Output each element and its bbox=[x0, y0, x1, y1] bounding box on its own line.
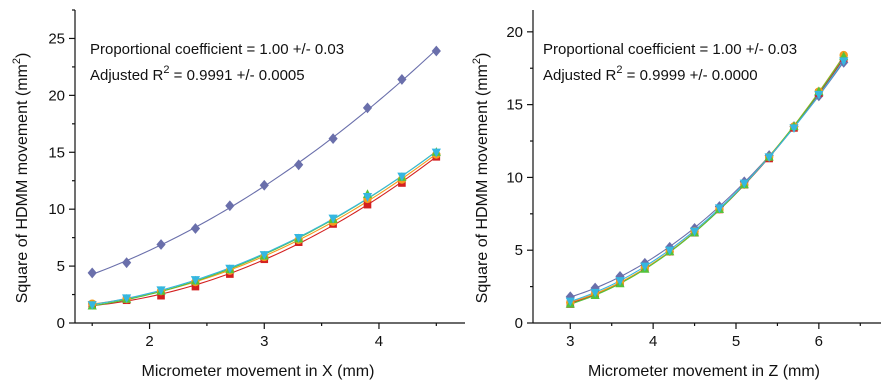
left-x-axis-label: Micrometer movement in X (mm) bbox=[142, 363, 375, 380]
right-x-axis-label: Micrometer movement in Z (mm) bbox=[588, 363, 820, 380]
right-chart: 0 5 10 15 20 3 4 5 6 Micrometer movement in Z (m… bbox=[471, 10, 881, 380]
left-r2-sup: 2 bbox=[163, 64, 169, 76]
right-y-tick-label: 10 bbox=[506, 169, 523, 186]
right-y-tick-label: 15 bbox=[506, 97, 523, 114]
left-y-tick-label: 10 bbox=[48, 201, 65, 218]
right-point-triangle-down bbox=[590, 288, 600, 298]
left-point-square bbox=[157, 291, 165, 300]
right-y-tick-label: 20 bbox=[506, 24, 523, 41]
right-point-triangle-down bbox=[565, 297, 575, 307]
right-point-triangle-down bbox=[640, 262, 650, 272]
right-point-triangle-down bbox=[814, 90, 824, 100]
right-tick-labels: 0 5 10 15 20 3 4 5 6 bbox=[506, 24, 823, 350]
right-axes bbox=[527, 10, 881, 329]
left-fit-lines bbox=[92, 49, 437, 307]
left-point-diamond bbox=[362, 102, 373, 114]
left-tick-labels: 0 5 10 15 20 25 2 3 4 bbox=[48, 30, 383, 350]
left-point-square bbox=[191, 282, 200, 291]
left-x-tick-label: 3 bbox=[260, 333, 268, 350]
right-x-tick-label: 5 bbox=[732, 333, 740, 350]
left-point-diamond bbox=[225, 200, 235, 212]
right-fit-line-triangle-down bbox=[570, 60, 845, 302]
left-chart: 0 5 10 15 20 25 2 3 4 Micrometer movement in X (… bbox=[11, 9, 465, 380]
left-point-diamond bbox=[397, 74, 407, 85]
right-fit-line-diamond bbox=[570, 61, 845, 298]
right-point-triangle-down bbox=[764, 153, 774, 163]
left-r2-suffix: = 0.9991 +/- 0.0005 bbox=[170, 67, 305, 84]
right-r2-suffix: = 0.9999 +/- 0.0000 bbox=[623, 67, 758, 84]
left-point-triangle-down bbox=[156, 286, 166, 296]
left-point-triangle-down bbox=[122, 294, 132, 304]
left-point-diamond bbox=[122, 257, 132, 269]
left-point-triangle-down bbox=[397, 172, 407, 182]
left-point-diamond bbox=[259, 179, 269, 191]
right-y-tick-label: 5 bbox=[515, 242, 523, 259]
left-y-label-main: Square of HDMM movement (mm bbox=[14, 64, 31, 303]
left-point-triangle-down bbox=[431, 148, 441, 158]
right-point-triangle-down bbox=[839, 57, 849, 67]
right-r2-prefix: Adjusted R bbox=[543, 67, 617, 84]
left-point-diamond bbox=[156, 239, 166, 250]
right-y-tick-label: 0 bbox=[515, 315, 523, 332]
right-y-label-main: Square of HDMM movement (mm bbox=[474, 64, 491, 303]
left-fit-line-circle bbox=[92, 153, 437, 305]
left-point-square bbox=[363, 200, 372, 209]
right-fit-lines bbox=[570, 55, 845, 305]
left-point-diamond bbox=[190, 223, 201, 234]
right-data-points bbox=[565, 50, 849, 308]
left-r2-prefix: Adjusted R bbox=[90, 67, 164, 84]
right-point-triangle-down bbox=[739, 179, 749, 189]
right-y-label-end: ) bbox=[474, 53, 491, 58]
left-point-diamond bbox=[328, 133, 338, 145]
left-y-label-end: ) bbox=[14, 53, 31, 58]
left-y-tick-label: 25 bbox=[48, 30, 65, 47]
left-point-triangle-down bbox=[190, 276, 201, 285]
left-y-label-sup: 2 bbox=[11, 58, 23, 64]
right-annotation-coefficient: Proportional coefficient = 1.00 +/- 0.03 bbox=[543, 41, 797, 58]
left-data-points bbox=[87, 45, 441, 310]
left-point-triangle-down bbox=[362, 193, 373, 202]
left-y-axis-label: Square of HDMM movement (mm2) bbox=[11, 53, 31, 304]
left-point-triangle-down bbox=[225, 264, 235, 274]
left-fit-line-triangle-down bbox=[92, 151, 437, 306]
right-point-triangle-down bbox=[714, 204, 725, 214]
right-y-label-sup: 2 bbox=[471, 58, 483, 64]
left-fit-line-square bbox=[92, 156, 437, 307]
right-x-tick-label: 3 bbox=[566, 333, 574, 350]
left-y-tick-label: 15 bbox=[48, 144, 65, 161]
right-point-triangle-down bbox=[615, 277, 625, 286]
right-y-axis-label: Square of HDMM movement (mm2) bbox=[471, 53, 491, 304]
left-point-diamond bbox=[87, 267, 97, 279]
left-point-triangle-down bbox=[328, 214, 338, 224]
left-point-diamond bbox=[431, 45, 441, 57]
right-point-triangle-down bbox=[665, 246, 675, 256]
left-point-triangle-down bbox=[294, 234, 304, 243]
right-point-triangle-down bbox=[689, 227, 700, 237]
right-point-diamond bbox=[565, 291, 575, 303]
left-x-tick-label: 2 bbox=[145, 333, 153, 350]
right-fit-line-square bbox=[570, 57, 845, 304]
left-y-tick-label: 0 bbox=[57, 315, 65, 332]
left-fit-line-triangle-up bbox=[92, 150, 437, 307]
right-fit-line-triangle-up bbox=[570, 56, 845, 305]
right-x-tick-label: 6 bbox=[815, 333, 823, 350]
left-axes bbox=[69, 9, 465, 329]
right-point-triangle-down bbox=[789, 124, 799, 134]
left-annotation-coefficient: Proportional coefficient = 1.00 +/- 0.03 bbox=[90, 41, 344, 58]
right-annotation-r2: Adjusted R2 = 0.9999 +/- 0.0000 bbox=[543, 64, 758, 84]
left-point-diamond bbox=[294, 159, 304, 171]
left-point-triangle-down bbox=[259, 251, 269, 260]
left-point-triangle-down bbox=[87, 301, 97, 310]
right-fit-line-circle bbox=[570, 55, 845, 303]
left-y-tick-label: 5 bbox=[57, 258, 65, 275]
left-y-tick-label: 20 bbox=[48, 87, 65, 104]
left-x-tick-label: 4 bbox=[375, 333, 383, 350]
right-r2-sup: 2 bbox=[616, 64, 622, 76]
right-x-tick-label: 4 bbox=[649, 333, 657, 350]
left-annotation-r2: Adjusted R2 = 0.9991 +/- 0.0005 bbox=[90, 64, 305, 84]
